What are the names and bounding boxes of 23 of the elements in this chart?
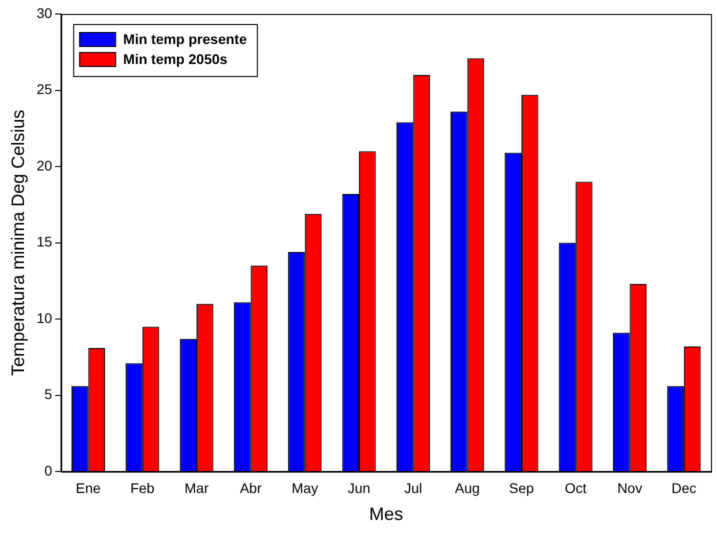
legend-label: Min temp 2050s bbox=[123, 50, 228, 67]
x-tick-label: Abr bbox=[240, 480, 262, 496]
y-axis-title: Temperatura minima Deg Celsius bbox=[8, 110, 28, 376]
x-tick-label: Feb bbox=[130, 480, 155, 496]
x-tick-label: Jun bbox=[348, 480, 370, 496]
y-tick-label: 30 bbox=[36, 4, 52, 21]
y-tick-label: 5 bbox=[44, 386, 52, 402]
legend-label: Min temp presente bbox=[123, 30, 248, 47]
x-tick-label: Sep bbox=[509, 480, 534, 496]
x-tick-label: Jul bbox=[404, 480, 422, 496]
x-tick-label: Mar bbox=[184, 480, 209, 496]
y-tick-label: 15 bbox=[36, 234, 52, 250]
y-tick-label: 20 bbox=[36, 157, 52, 174]
y-tick-label: 0 bbox=[44, 462, 52, 478]
x-tick-label: Aug bbox=[454, 480, 480, 496]
x-tick-label: Ene bbox=[76, 480, 101, 496]
x-tick-label: May bbox=[292, 480, 318, 496]
x-tick-label: Oct bbox=[564, 480, 587, 496]
x-tick-label: Nov bbox=[617, 480, 642, 496]
x-axis-title: Mes bbox=[369, 504, 404, 524]
x-tick-label: Dec bbox=[671, 480, 696, 496]
y-tick-label: 10 bbox=[36, 310, 52, 326]
y-tick-label: 25 bbox=[36, 81, 52, 98]
